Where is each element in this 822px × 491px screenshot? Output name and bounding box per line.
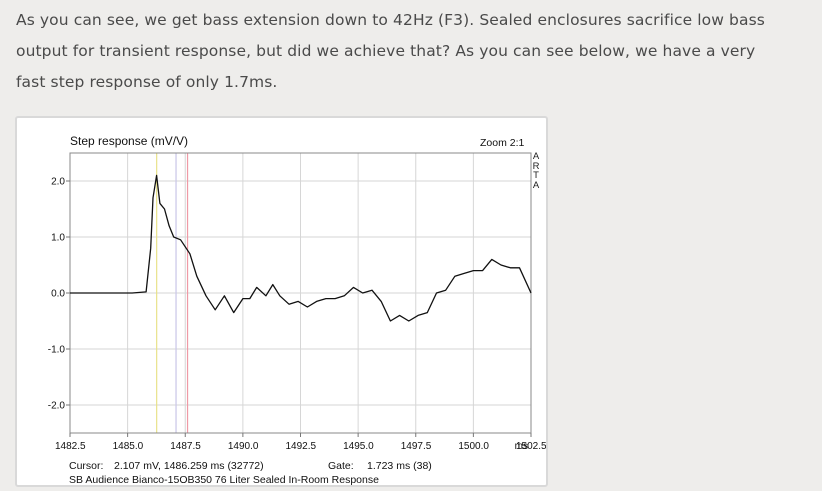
article-paragraph: As you can see, we get bass extension do… xyxy=(16,5,816,98)
chart-title: Step response (mV/V) xyxy=(70,134,189,148)
arta-letter: T xyxy=(533,170,539,181)
y-tick-label: -1.0 xyxy=(48,345,66,356)
gate-label: Gate: xyxy=(328,460,354,472)
x-tick-label: 1500.0 xyxy=(458,441,489,452)
x-tick-label: 1502.5 xyxy=(516,441,546,452)
article-line-1: As you can see, we get bass extension do… xyxy=(16,11,765,29)
article-line-2: output for transient response, but did w… xyxy=(16,42,756,60)
arta-watermark: A R T A xyxy=(530,152,542,190)
step-response-figure: Step response (mV/V) Zoom 2:1 A R T A 2.… xyxy=(15,116,548,487)
step-response-line xyxy=(70,174,532,322)
arta-letter: R xyxy=(532,160,540,172)
x-tick-label: 1487.5 xyxy=(170,441,201,452)
y-tick-label: 2.0 xyxy=(51,177,65,188)
x-tick-label: 1482.5 xyxy=(55,441,86,452)
chart-caption: SB Audience Bianco-15OB350 76 Liter Seal… xyxy=(69,474,379,486)
gate-value: 1.723 ms (38) xyxy=(367,460,432,472)
arta-letter: A xyxy=(532,179,540,191)
x-tick-label: 1492.5 xyxy=(286,441,317,452)
y-tick-label: -2.0 xyxy=(48,401,66,412)
y-tick-label: 1.0 xyxy=(51,233,65,244)
y-tick-label: 0.0 xyxy=(51,289,65,300)
zoom-label: Zoom 2:1 xyxy=(480,137,525,149)
x-tick-label: 1495.0 xyxy=(343,441,374,452)
x-tick-label: 1497.5 xyxy=(401,441,432,452)
cursor-label: Cursor: xyxy=(69,460,104,472)
x-tick-label: 1485.0 xyxy=(113,441,144,452)
x-tick-label: 1490.0 xyxy=(228,441,259,452)
arta-letter: A xyxy=(532,151,540,162)
step-response-chart: 2.0 1.0 0.0 -1.0 -2.0 1482.5 1485.0 1487.5 1490.… xyxy=(48,152,546,452)
x-axis-label: ms xyxy=(515,441,528,452)
article-line-3: fast step response of only 1.7ms. xyxy=(16,73,278,91)
cursor-value: 2.107 mV, 1486.259 ms (32772) xyxy=(114,460,264,472)
